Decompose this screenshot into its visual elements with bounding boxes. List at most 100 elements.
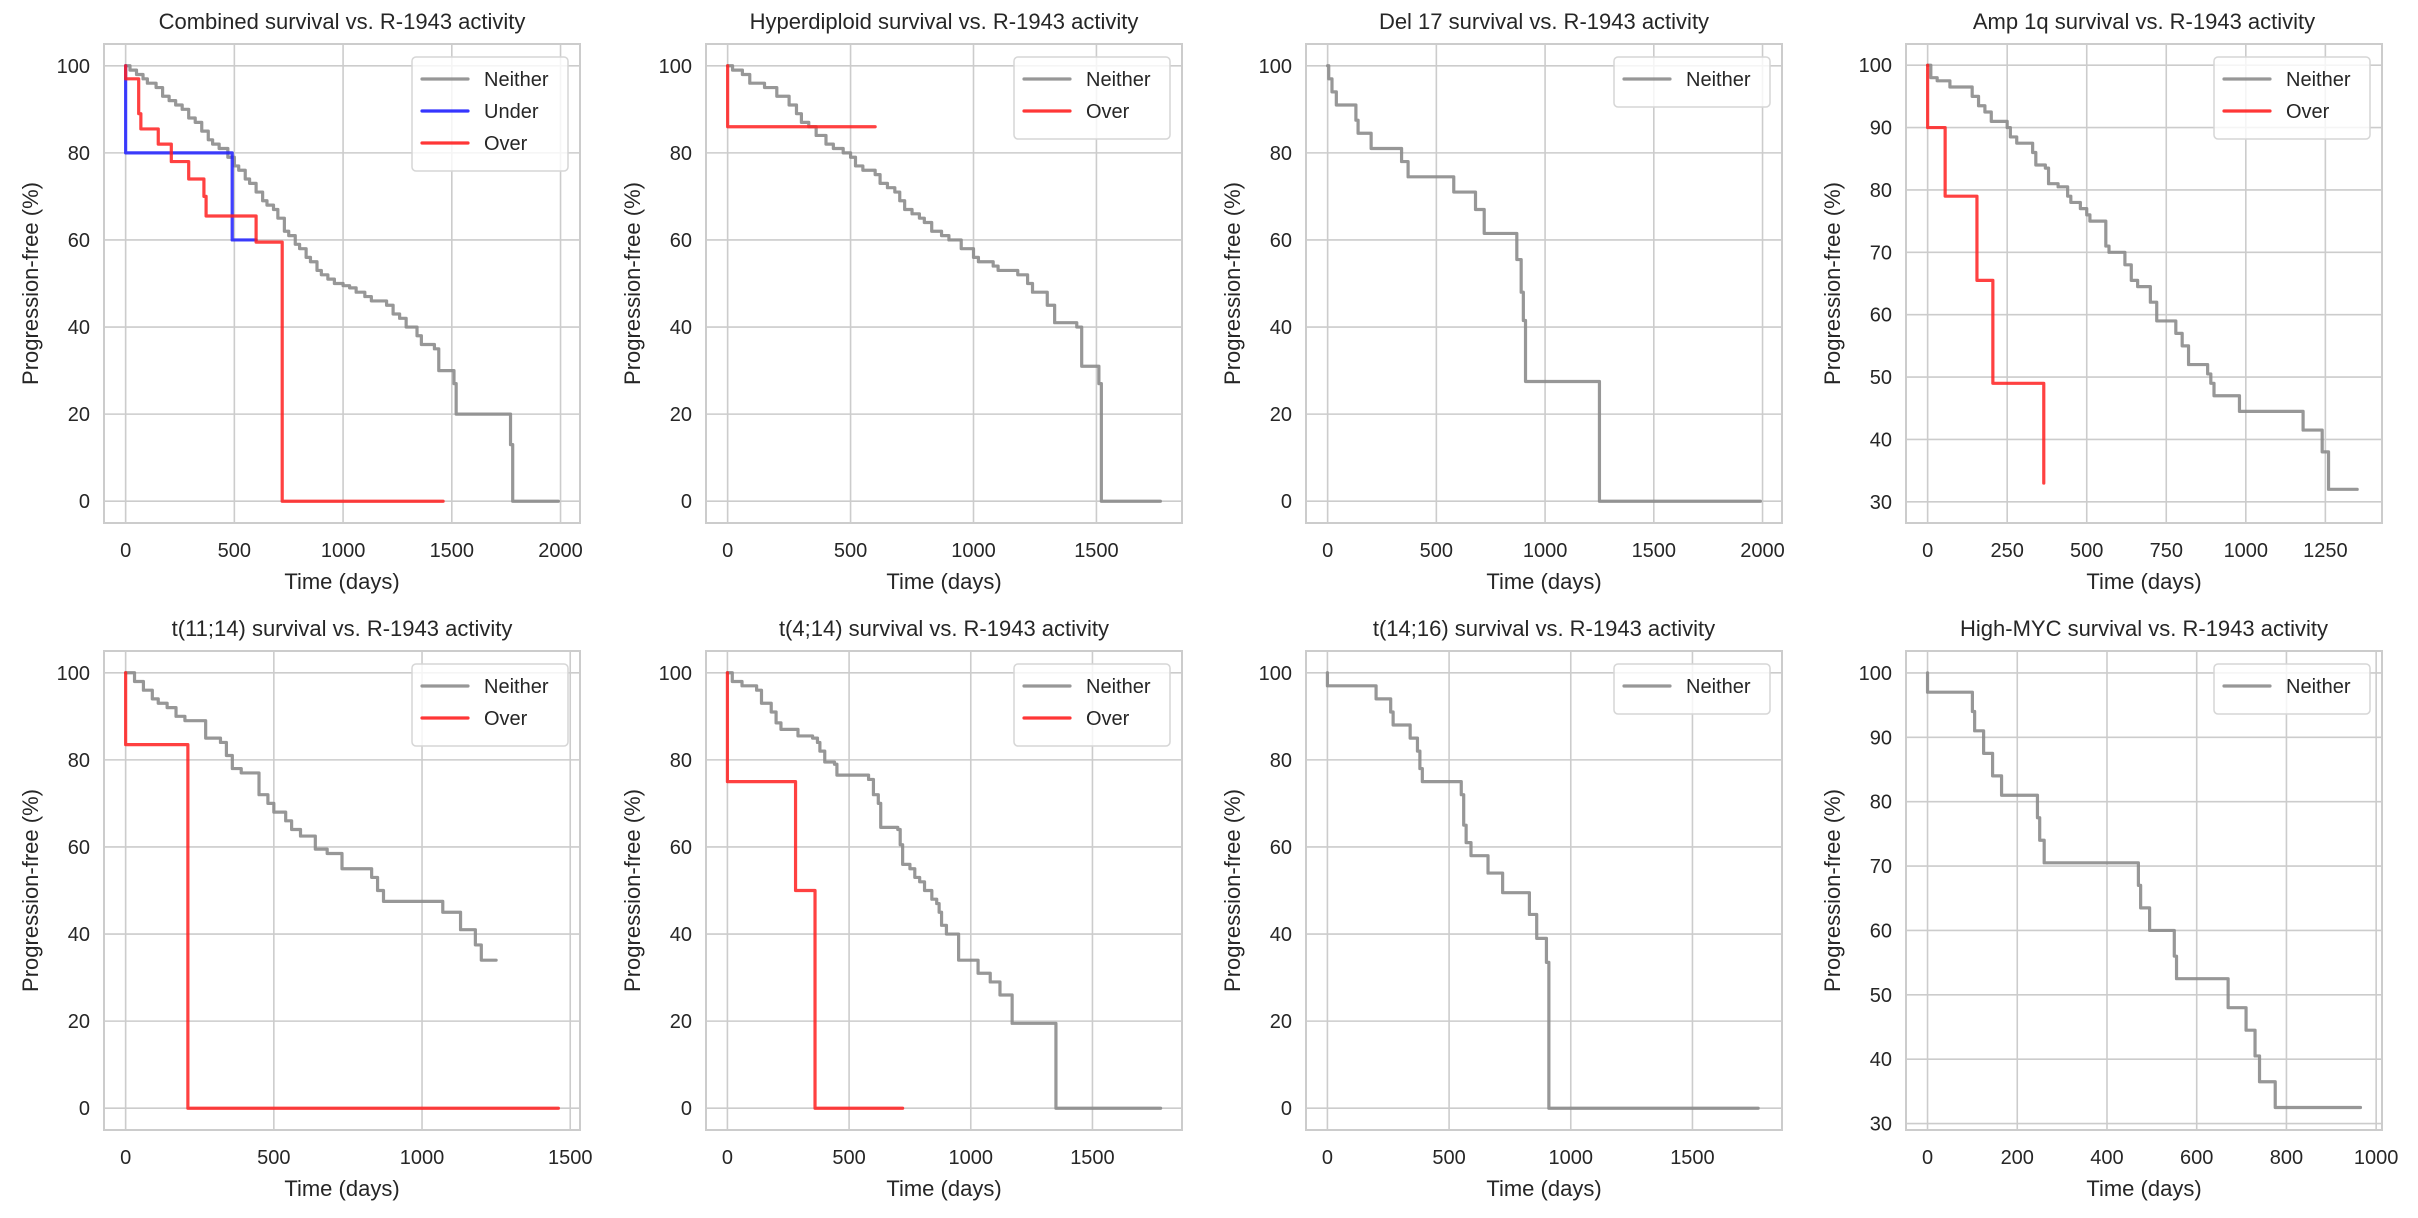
y-tick-label: 60 bbox=[670, 837, 692, 859]
y-tick-label: 80 bbox=[1870, 792, 1892, 814]
series-line-neither bbox=[1326, 64, 1762, 503]
legend-label: Neither bbox=[1086, 69, 1151, 91]
series-line-over bbox=[1926, 63, 2046, 485]
legend-label: Neither bbox=[1686, 676, 1751, 698]
legend: Neither Over bbox=[2213, 56, 2371, 140]
series-line-under bbox=[124, 64, 258, 242]
legend-label: Neither bbox=[2286, 676, 2351, 698]
plot-area bbox=[1306, 651, 1782, 1130]
x-tick-label: 1000 bbox=[2224, 540, 2269, 562]
series-line-over bbox=[726, 64, 877, 129]
x-tick-label: 2000 bbox=[1740, 540, 1785, 562]
legend-label: Neither bbox=[2286, 69, 2351, 91]
axes-frame bbox=[1305, 43, 1783, 524]
axes-frame bbox=[103, 43, 581, 524]
series-line-neither bbox=[124, 671, 498, 962]
chart-title: Hyperdiploid survival vs. R-1943 activit… bbox=[750, 9, 1139, 34]
chart-panel-5: 0 500 1000 1500 0 20 40 60 80 100 t(11;14) surviva… bbox=[18, 616, 592, 1201]
y-tick-label: 80 bbox=[1270, 143, 1292, 165]
legend-label: Under bbox=[484, 101, 539, 123]
y-tick-label: 80 bbox=[68, 750, 90, 772]
y-tick-label: 100 bbox=[659, 56, 692, 78]
y-tick-label: 100 bbox=[1259, 663, 1292, 685]
chart-title: Combined survival vs. R-1943 activity bbox=[159, 9, 526, 34]
y-tick-label: 0 bbox=[681, 1098, 692, 1120]
x-axis-label: Time (days) bbox=[2086, 1176, 2201, 1201]
legend-label: Over bbox=[484, 133, 528, 155]
series-line-neither bbox=[726, 64, 1162, 503]
y-axis-label: Progression-free (%) bbox=[1820, 789, 1845, 992]
legend-label: Neither bbox=[484, 69, 549, 91]
x-tick-label: 0 bbox=[120, 540, 131, 562]
y-tick-label: 0 bbox=[681, 491, 692, 513]
y-tick-label: 60 bbox=[1270, 837, 1292, 859]
chart-panel-3: 0 500 1000 1500 2000 0 20 40 60 80 100 Del 17 survi… bbox=[1220, 9, 1785, 594]
y-axis-label: Progression-free (%) bbox=[1220, 182, 1245, 385]
y-tick-label: 90 bbox=[1870, 118, 1892, 140]
x-tick-label: 1000 bbox=[1523, 540, 1568, 562]
y-tick-label: 80 bbox=[670, 750, 692, 772]
y-tick-label: 50 bbox=[1870, 367, 1892, 389]
x-tick-label: 200 bbox=[2001, 1147, 2034, 1169]
y-tick-label: 40 bbox=[1270, 317, 1292, 339]
y-tick-label: 80 bbox=[1870, 180, 1892, 202]
series-line-neither bbox=[1925, 671, 2363, 1110]
axes-frame bbox=[705, 650, 1183, 1131]
legend: Neither bbox=[1613, 663, 1771, 715]
legend: Neither Over bbox=[411, 663, 569, 747]
plot-area bbox=[1906, 651, 2382, 1130]
legend-frame bbox=[1613, 663, 1771, 715]
series-line-over bbox=[124, 64, 445, 503]
x-tick-label: 800 bbox=[2270, 1147, 2303, 1169]
y-tick-label: 70 bbox=[1870, 242, 1892, 264]
y-axis-label: Progression-free (%) bbox=[18, 182, 43, 385]
chart-title: High-MYC survival vs. R-1943 activity bbox=[1960, 616, 2328, 641]
x-tick-label: 500 bbox=[2070, 540, 2103, 562]
legend-frame bbox=[1613, 56, 1771, 108]
axes-frame bbox=[1305, 650, 1783, 1131]
chart-panel-4: 0 250 500 750 1000 1250 30 40 50 60 70 80 90 100 Amp 1… bbox=[1820, 9, 2383, 594]
x-tick-label: 1250 bbox=[2303, 540, 2348, 562]
plot-area bbox=[1306, 44, 1782, 523]
legend: Neither Over bbox=[1013, 663, 1171, 747]
axes-frame bbox=[103, 650, 581, 1131]
x-tick-label: 500 bbox=[257, 1147, 290, 1169]
legend-label: Over bbox=[2286, 101, 2330, 123]
y-tick-label: 40 bbox=[670, 317, 692, 339]
y-tick-label: 0 bbox=[79, 491, 90, 513]
x-tick-label: 1500 bbox=[548, 1147, 593, 1169]
legend-label: Over bbox=[1086, 708, 1130, 730]
y-tick-label: 0 bbox=[79, 1098, 90, 1120]
x-tick-label: 0 bbox=[1922, 1147, 1933, 1169]
series-line-neither bbox=[725, 671, 1163, 1110]
y-tick-label: 0 bbox=[1281, 491, 1292, 513]
chart-title: t(4;14) survival vs. R-1943 activity bbox=[779, 616, 1109, 641]
y-tick-label: 0 bbox=[1281, 1098, 1292, 1120]
x-tick-label: 1500 bbox=[1632, 540, 1677, 562]
y-tick-label: 40 bbox=[68, 924, 90, 946]
x-tick-label: 500 bbox=[1420, 540, 1453, 562]
y-axis-label: Progression-free (%) bbox=[18, 789, 43, 992]
y-tick-label: 80 bbox=[1270, 750, 1292, 772]
y-tick-label: 100 bbox=[1859, 663, 1892, 685]
legend-label: Neither bbox=[1686, 69, 1751, 91]
series-line-over bbox=[124, 671, 560, 1110]
y-tick-label: 90 bbox=[1870, 727, 1892, 749]
y-tick-label: 60 bbox=[1870, 920, 1892, 942]
series-line-over bbox=[725, 671, 905, 1110]
x-tick-label: 1500 bbox=[430, 540, 475, 562]
y-axis-label: Progression-free (%) bbox=[1220, 789, 1245, 992]
legend: Neither Over bbox=[1013, 56, 1171, 140]
chart-title: Amp 1q survival vs. R-1943 activity bbox=[1973, 9, 2315, 34]
y-tick-label: 40 bbox=[1870, 1049, 1892, 1071]
legend: Neither bbox=[2213, 663, 2371, 715]
y-tick-label: 40 bbox=[68, 317, 90, 339]
legend-label: Neither bbox=[484, 676, 549, 698]
x-tick-label: 1000 bbox=[400, 1147, 445, 1169]
x-axis-label: Time (days) bbox=[1486, 1176, 1601, 1201]
x-tick-label: 0 bbox=[722, 1147, 733, 1169]
chart-panel-2: 0 500 1000 1500 0 20 40 60 80 100 Hyperdiploid sur… bbox=[620, 9, 1183, 594]
legend: Neither bbox=[1613, 56, 1771, 108]
x-tick-label: 500 bbox=[218, 540, 251, 562]
